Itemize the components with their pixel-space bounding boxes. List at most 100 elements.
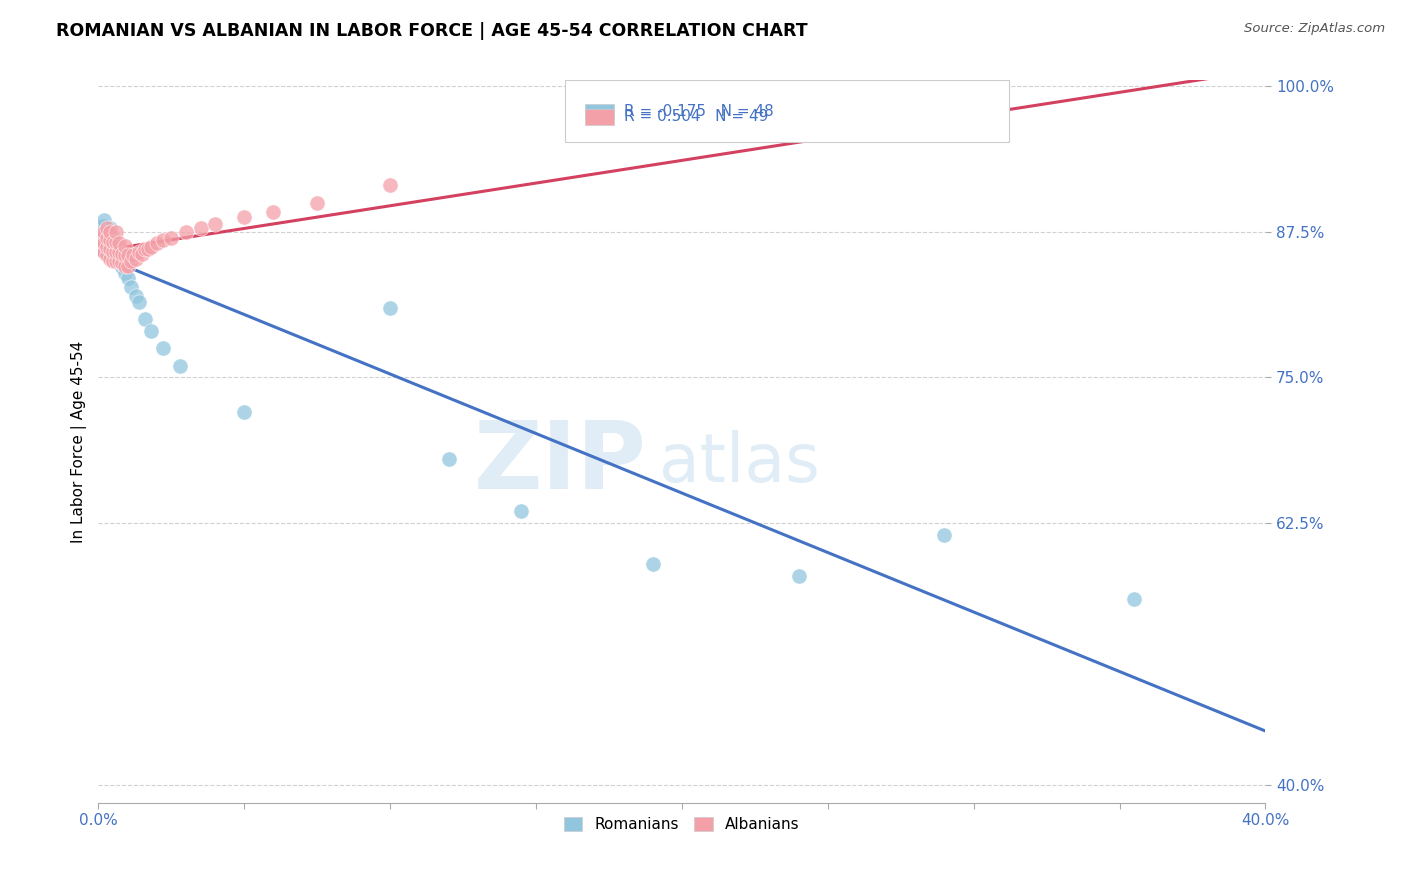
Point <box>233 405 256 419</box>
Point <box>90 242 112 256</box>
Point <box>204 217 226 231</box>
Point <box>641 557 664 571</box>
Point <box>152 233 174 247</box>
Point <box>101 235 124 250</box>
Point <box>93 236 115 251</box>
Point <box>93 213 115 227</box>
Point <box>101 242 124 256</box>
Point <box>787 568 810 582</box>
Point <box>93 230 115 244</box>
Point <box>96 240 118 254</box>
Text: atlas: atlas <box>658 430 820 496</box>
Point <box>104 244 127 259</box>
Point <box>108 236 131 251</box>
Point <box>146 236 169 251</box>
Point <box>128 294 150 309</box>
Point <box>108 253 131 268</box>
Point <box>98 233 121 247</box>
Point <box>90 230 112 244</box>
Text: R = 0.504   N = 49: R = 0.504 N = 49 <box>623 109 768 124</box>
Point <box>101 230 124 244</box>
Point <box>139 324 162 338</box>
Point <box>93 225 115 239</box>
Point <box>128 244 150 259</box>
FancyBboxPatch shape <box>585 109 614 125</box>
Point <box>1123 591 1146 606</box>
Point <box>104 253 127 268</box>
Point <box>111 260 134 274</box>
Point <box>93 240 115 254</box>
Point <box>98 239 121 253</box>
Point <box>125 252 148 266</box>
Point <box>169 359 191 373</box>
Point <box>108 244 131 259</box>
Point <box>120 279 142 293</box>
Point <box>96 235 118 250</box>
Point <box>101 248 124 262</box>
Point <box>96 230 118 244</box>
Point <box>98 221 121 235</box>
Point <box>122 248 145 262</box>
Point <box>96 225 118 239</box>
Point <box>307 195 329 210</box>
Point <box>111 256 134 270</box>
Point <box>233 210 256 224</box>
Point <box>125 289 148 303</box>
Point <box>93 225 115 239</box>
Point <box>152 341 174 355</box>
Point <box>190 221 212 235</box>
Point <box>380 301 402 315</box>
Point <box>174 225 197 239</box>
Point <box>104 242 127 256</box>
Point <box>114 266 136 280</box>
Point <box>96 230 118 244</box>
Point <box>98 242 121 256</box>
Y-axis label: In Labor Force | Age 45-54: In Labor Force | Age 45-54 <box>72 341 87 542</box>
Point <box>98 233 121 247</box>
Point <box>98 252 121 266</box>
Point <box>136 242 159 256</box>
Point <box>98 248 121 262</box>
Point <box>108 251 131 265</box>
Point <box>96 240 118 254</box>
Point <box>104 253 127 268</box>
Point <box>934 126 956 140</box>
Point <box>114 248 136 262</box>
Text: Source: ZipAtlas.com: Source: ZipAtlas.com <box>1244 22 1385 36</box>
Point <box>93 244 115 259</box>
Point <box>114 239 136 253</box>
Point <box>120 253 142 268</box>
Point <box>93 219 115 233</box>
Point <box>262 205 284 219</box>
Point <box>90 225 112 239</box>
Point <box>101 253 124 268</box>
Point <box>131 247 153 261</box>
Text: ZIP: ZIP <box>474 417 647 509</box>
Point <box>510 504 533 518</box>
Point <box>108 256 131 270</box>
Point <box>160 230 183 244</box>
Point <box>114 259 136 273</box>
Point <box>101 244 124 259</box>
FancyBboxPatch shape <box>565 80 1008 142</box>
Point <box>101 252 124 266</box>
FancyBboxPatch shape <box>585 104 614 120</box>
Point <box>104 235 127 250</box>
Point <box>111 247 134 261</box>
Point <box>98 225 121 239</box>
Point <box>96 221 118 235</box>
Point <box>104 248 127 262</box>
Point <box>139 240 162 254</box>
Point <box>934 528 956 542</box>
Point <box>90 230 112 244</box>
Point <box>101 236 124 251</box>
Point <box>437 452 460 467</box>
Point <box>90 219 112 233</box>
Text: ROMANIAN VS ALBANIAN IN LABOR FORCE | AGE 45-54 CORRELATION CHART: ROMANIAN VS ALBANIAN IN LABOR FORCE | AG… <box>56 22 808 40</box>
Point <box>134 242 156 256</box>
Point <box>104 225 127 239</box>
Point <box>98 228 121 243</box>
Point <box>117 271 139 285</box>
Legend: Romanians, Albanians: Romanians, Albanians <box>558 811 806 838</box>
Point <box>98 242 121 256</box>
